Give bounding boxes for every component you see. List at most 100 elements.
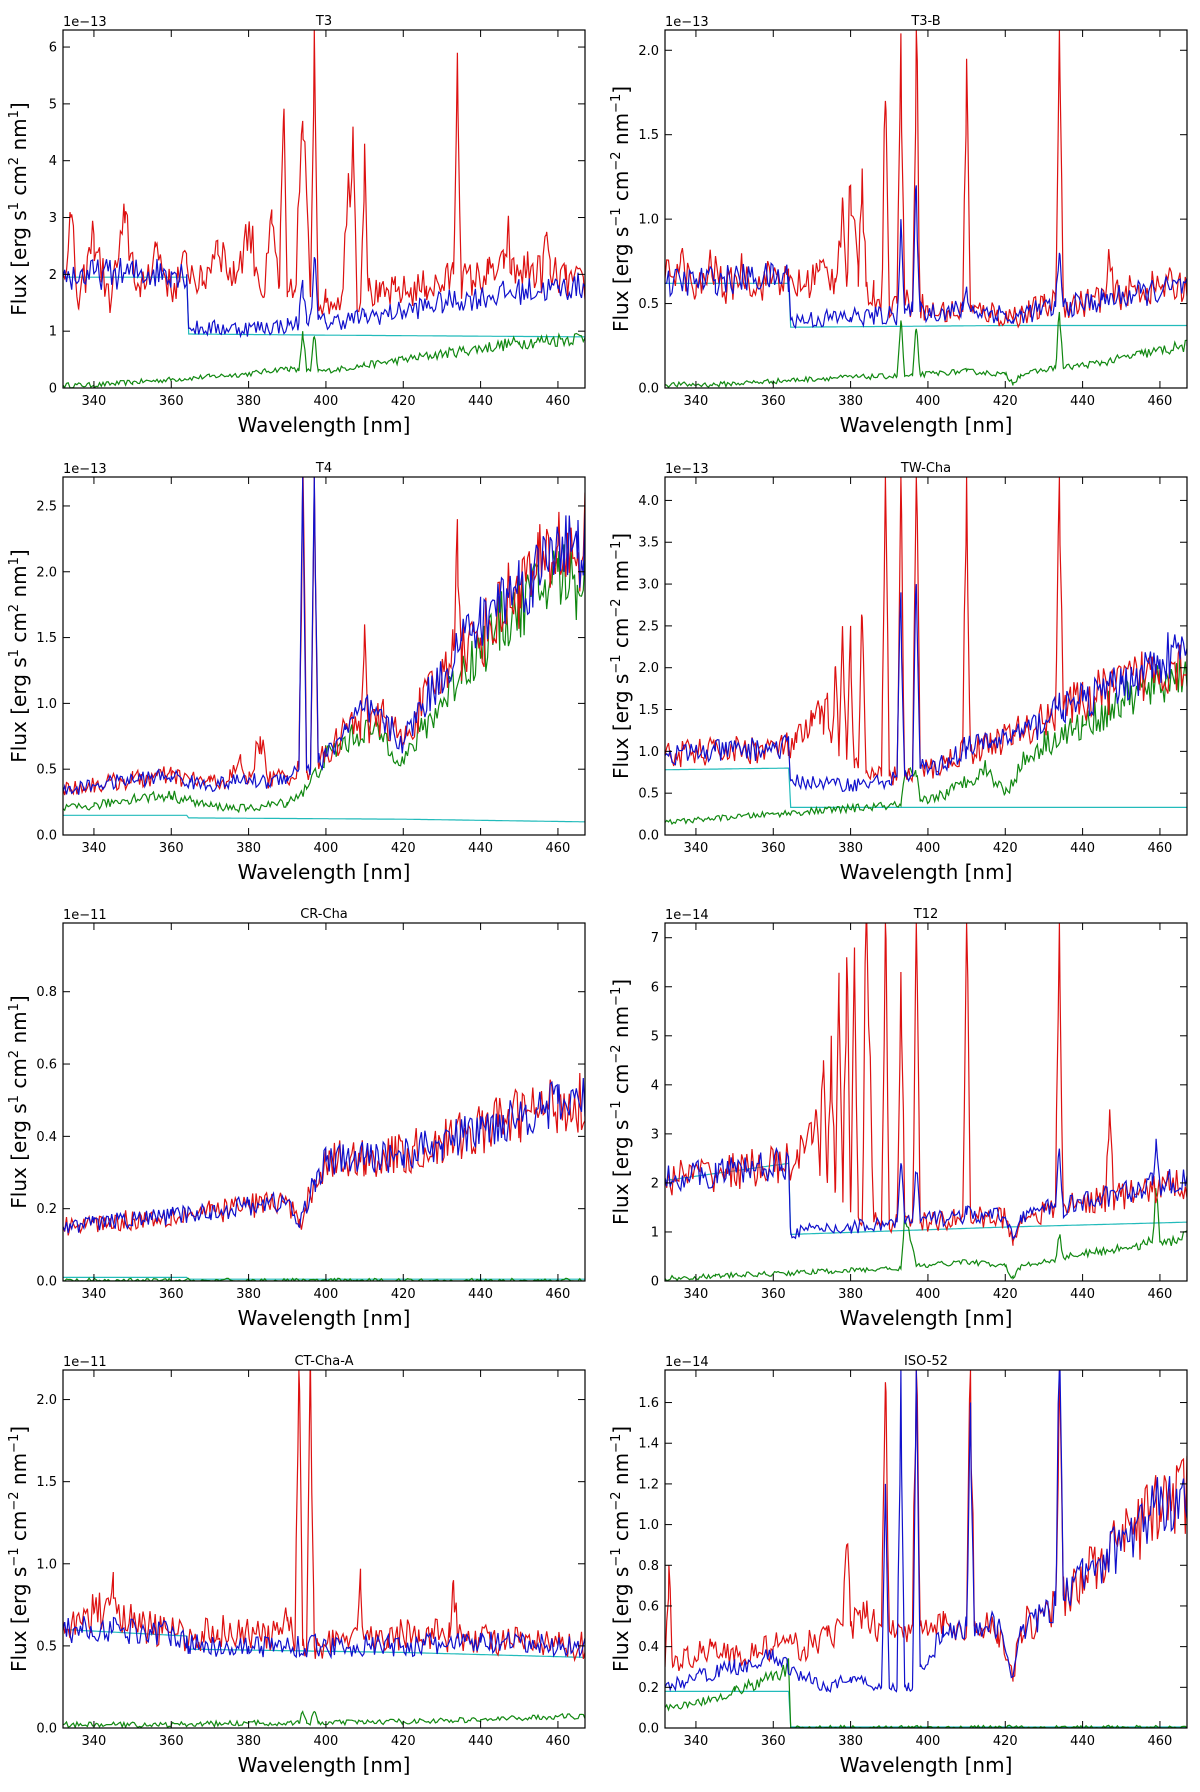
panel-t3: 340 360 380 400 420 440 460 0 1 2 3 4 5 6 T3 1e−13 Wavel… <box>7 14 586 437</box>
x-tick-label: 380 <box>236 841 261 856</box>
x-tick-label: 360 <box>159 1287 184 1302</box>
x-tick-label: 380 <box>838 1287 863 1302</box>
y-tick-label: 0.5 <box>638 787 659 802</box>
y-label-text: ] <box>7 995 31 1003</box>
x-tick-label: 420 <box>993 1734 1018 1749</box>
series-photospheric-template <box>63 544 585 814</box>
series-model <box>665 584 1187 792</box>
x-axis-label: Wavelength [nm] <box>840 860 1013 884</box>
y-axis-label: Flux [erg s−1 cm−2 nm−1] <box>7 1426 31 1672</box>
series-model <box>665 1370 1187 1693</box>
x-axis-label: Wavelength [nm] <box>840 1306 1013 1330</box>
series-photospheric-template <box>63 1277 585 1281</box>
y-tick-label: 3.0 <box>638 578 659 593</box>
y-tick-label: 0.0 <box>638 382 659 397</box>
y-label-exponent: −1 <box>609 207 624 226</box>
axes-frame <box>664 922 1188 1282</box>
y-tick-label: 1.2 <box>638 1477 659 1492</box>
series-model <box>63 257 585 339</box>
series-slab-continuum <box>63 1276 585 1280</box>
x-tick-label: 400 <box>916 1734 941 1749</box>
sci-offset: 1e−11 <box>63 1355 107 1370</box>
y-label-text: Flux [erg s <box>7 1567 31 1672</box>
y-tick-label: 0.4 <box>638 1640 659 1655</box>
series-observed <box>63 1072 585 1236</box>
sci-offset: 1e−13 <box>665 462 709 477</box>
x-tick-label: 440 <box>468 841 493 856</box>
panel-title: CR-Cha <box>300 907 348 922</box>
y-label-text: cm <box>609 171 633 208</box>
y-label-text: Flux [erg s <box>609 1567 633 1672</box>
axes-frame <box>664 476 1188 836</box>
y-axis-label: Flux [erg s−1 cm−2 nm−1] <box>609 979 633 1225</box>
y-tick-label: 1 <box>651 1225 659 1240</box>
y-label-text: ] <box>7 549 31 557</box>
panel-cr-cha: 340 360 380 400 420 440 460 0.0 0.2 0.4 0.6 0.8 CR-C… <box>7 907 586 1330</box>
x-tick-label: 360 <box>159 841 184 856</box>
x-axis-label: Wavelength [nm] <box>238 860 411 884</box>
y-tick-label: 0.8 <box>638 1559 659 1574</box>
y-axis-label: Flux [erg s−1 cm−2 nm−1] <box>609 533 633 779</box>
y-tick-label: 0.8 <box>36 985 57 1000</box>
x-tick-label: 340 <box>684 1734 709 1749</box>
y-tick-label: 0 <box>49 382 57 397</box>
series-slab-continuum <box>665 282 1187 328</box>
sci-offset: 1e−13 <box>63 462 107 477</box>
series-model <box>665 185 1187 330</box>
y-tick-label: 0.2 <box>36 1202 57 1217</box>
x-tick-label: 400 <box>314 1734 339 1749</box>
y-label-text: cm <box>7 1058 31 1095</box>
y-label-text: ] <box>609 1426 633 1434</box>
x-tick-label: 440 <box>1070 1734 1095 1749</box>
x-tick-label: 420 <box>993 841 1018 856</box>
x-tick-label: 420 <box>391 1734 416 1749</box>
axes-frame <box>62 29 586 389</box>
series-photospheric-template <box>63 1710 585 1728</box>
sci-offset: 1e−13 <box>63 15 107 30</box>
y-label-exponent: −2 <box>7 1491 22 1510</box>
y-tick-label: 6 <box>49 41 57 56</box>
x-tick-label: 400 <box>314 841 339 856</box>
y-label-exponent: −2 <box>609 598 624 617</box>
y-tick-label: 0.0 <box>36 1275 57 1290</box>
x-tick-label: 400 <box>916 841 941 856</box>
series-model <box>665 1138 1187 1240</box>
y-tick-label: 0.0 <box>36 829 57 844</box>
panel-t3-b: 340 360 380 400 420 440 460 0.0 0.5 1.0 1.5 2.0 T3-B… <box>609 14 1188 437</box>
y-label-text: nm <box>7 118 31 157</box>
y-tick-label: 0 <box>651 1275 659 1290</box>
y-label-text: nm <box>609 1006 633 1045</box>
y-label-text: nm <box>7 1011 31 1050</box>
y-tick-label: 1.0 <box>638 213 659 228</box>
x-tick-label: 400 <box>314 1287 339 1302</box>
y-label-exponent: −1 <box>609 541 624 560</box>
y-label-text: cm <box>7 165 31 202</box>
axes-frame <box>664 1369 1188 1729</box>
y-label-text: ] <box>609 979 633 987</box>
y-label-text: nm <box>609 113 633 152</box>
y-label-exponent: 1 <box>7 110 22 118</box>
series-slab-continuum <box>665 1690 1187 1728</box>
y-label-exponent: −1 <box>609 987 624 1006</box>
x-axis-label: Wavelength [nm] <box>238 413 411 437</box>
y-tick-label: 2 <box>49 268 57 283</box>
y-tick-label: 0.4 <box>36 1130 57 1145</box>
x-tick-label: 440 <box>1070 841 1095 856</box>
series-photospheric-template <box>665 311 1187 388</box>
y-axis-label: Flux [erg s−1 cm−2 nm−1] <box>609 86 633 332</box>
y-label-exponent: −2 <box>609 1491 624 1510</box>
x-tick-label: 420 <box>391 394 416 409</box>
y-label-exponent: −1 <box>7 1547 22 1566</box>
panel-ct-cha-a: 340 360 380 400 420 440 460 0.0 0.5 1.0 1.5 2.0 CT-C… <box>7 1354 586 1777</box>
x-tick-label: 440 <box>468 1734 493 1749</box>
y-tick-label: 0.0 <box>638 829 659 844</box>
panel-t12: 340 360 380 400 420 440 460 0 1 2 3 4 5 6 7 T12 1e−14 Wav… <box>609 907 1188 1330</box>
x-tick-label: 400 <box>314 394 339 409</box>
x-axis-label: Wavelength [nm] <box>840 1753 1013 1777</box>
y-label-text: Flux [erg s <box>609 1120 633 1225</box>
x-tick-label: 360 <box>761 1287 786 1302</box>
y-tick-label: 0.2 <box>638 1681 659 1696</box>
y-tick-label: 1.0 <box>638 1518 659 1533</box>
series-observed <box>63 30 585 315</box>
